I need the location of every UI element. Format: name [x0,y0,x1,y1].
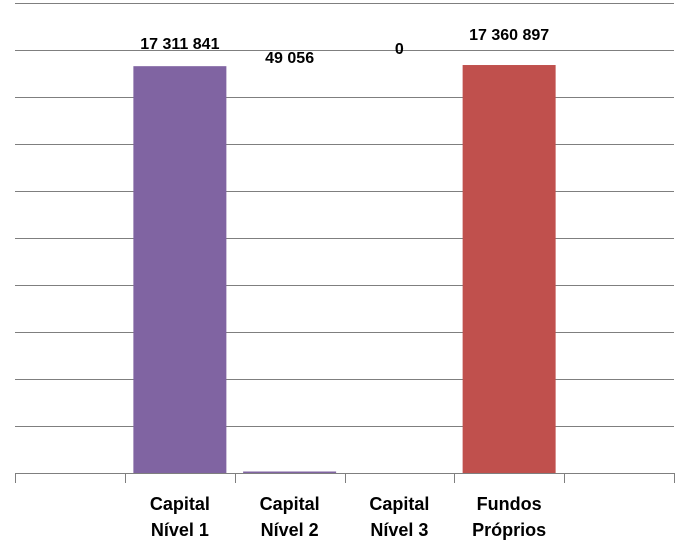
category-label: Fundos Próprios [472,494,546,540]
data-label: 17 360 897 [469,27,549,44]
category-labels: Capital Nível 1 Capital Nível 2 Capital Nível… [150,494,546,540]
data-label: 49 056 [265,50,314,67]
x-axis [15,473,675,483]
category-label-line: Capital [260,494,320,514]
category-label-line: Nível 3 [370,520,428,540]
category-label-line: Nível 2 [261,520,319,540]
category-label: Capital Nível 3 [369,494,429,540]
gridlines [15,3,674,427]
bar [462,65,556,473]
bar [243,471,337,473]
category-label-line: Fundos [477,494,542,514]
data-label: 0 [395,41,404,58]
data-labels: 17 311 841 49 056 0 17 360 897 [140,27,549,67]
category-label: Capital Nível 1 [150,494,210,540]
bars [133,65,556,473]
category-label-line: Próprios [472,520,546,540]
bar [133,66,227,473]
category-label: Capital Nível 2 [260,494,320,540]
category-label-line: Capital [150,494,210,514]
category-label-line: Nível 1 [151,520,209,540]
data-label: 17 311 841 [140,36,219,53]
category-label-line: Capital [369,494,429,514]
